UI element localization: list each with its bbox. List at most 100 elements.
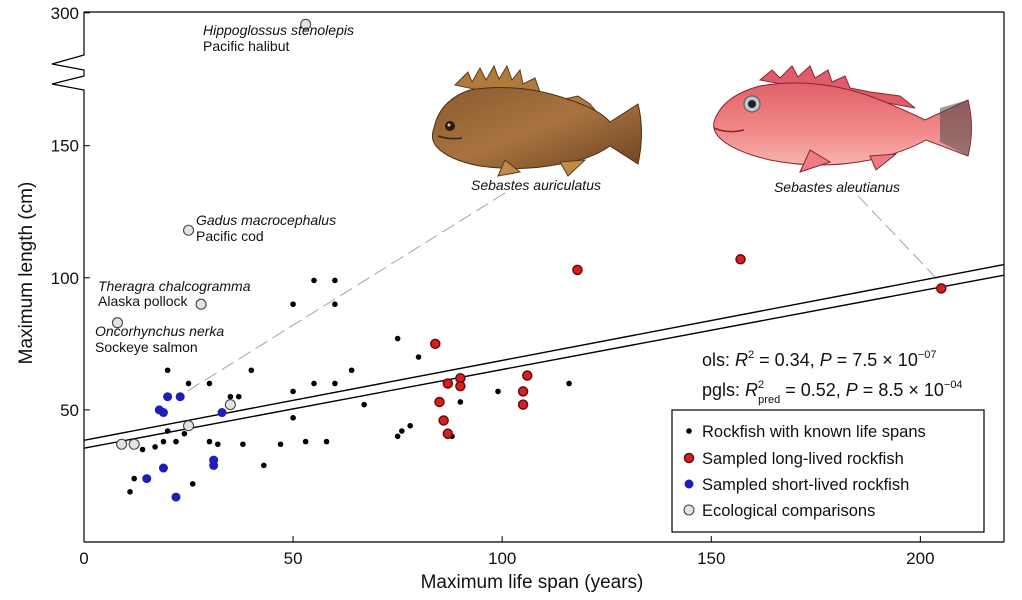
point-series-0 <box>290 301 296 308</box>
annotation-halibut-scientific: Hippoglossus stenolepis <box>203 22 354 38</box>
point-series-1 <box>517 399 529 410</box>
plot-frame <box>51 11 1005 543</box>
point-series-0 <box>394 433 401 440</box>
point-series-3 <box>182 420 195 432</box>
point-series-3 <box>111 317 124 329</box>
regression-line-ols <box>83 274 1005 449</box>
point-series-0 <box>348 367 355 374</box>
point-series-0 <box>160 438 167 445</box>
stats-ols-p: 7.5 <box>852 350 877 370</box>
stats-pgls-p: 8.5 <box>878 380 903 400</box>
point-series-2 <box>171 492 181 502</box>
point-series-2 <box>163 392 173 402</box>
annotation-salmon-scientific: Oncorhynchus nerka <box>95 323 224 339</box>
legend-label-short: Sampled short-lived rockfish <box>702 476 909 494</box>
legend: Rockfish with known life spans Sampled l… <box>671 409 985 533</box>
point-series-0 <box>185 380 192 387</box>
stats-pgls: pgls: R2 pred = 0.52, P = 8.5 × 10−04 <box>702 379 963 406</box>
stats-ols: ols: R2 = 0.34, P = 7.5 × 10−07 <box>702 349 937 370</box>
annotation-pollock-common: Alaska pollock <box>98 293 188 309</box>
annotation-pollock-scientific: Theragra chalcogramma <box>98 278 251 294</box>
point-series-1 <box>430 338 441 350</box>
svg-text:ols: R2 = 0.34, P = 7.5: ols: R2 = 0.34, P = 7.5 × 10−07 <box>702 349 937 370</box>
point-series-0 <box>332 277 338 284</box>
y-tick-label: 50 <box>60 401 79 420</box>
fish-caption-aleutianus: Sebastes aleutianus <box>774 179 900 195</box>
point-series-0 <box>127 489 133 495</box>
regression-line-pgls <box>83 263 1005 441</box>
point-series-1 <box>442 378 454 389</box>
point-series-1 <box>735 254 746 265</box>
point-series-2 <box>158 408 168 418</box>
legend-marker-short <box>684 479 694 489</box>
point-series-3 <box>195 298 207 310</box>
y-tick-label: 300 <box>51 4 79 23</box>
point-series-1 <box>438 415 449 426</box>
point-series-1 <box>517 386 529 397</box>
point-series-0 <box>302 438 309 445</box>
stats-pgls-r2: 0.52 <box>801 380 836 400</box>
point-series-2 <box>175 392 185 402</box>
point-series-0 <box>189 481 196 487</box>
point-series-0 <box>206 380 213 387</box>
point-series-0 <box>261 462 267 469</box>
y-tick-label: 100 <box>51 269 79 288</box>
point-series-0 <box>399 428 405 434</box>
point-series-0 <box>311 380 317 387</box>
x-axis-ticks: 0 50 100 150 200 <box>79 536 935 568</box>
fish-caption-auriculatus: Sebastes auriculatus <box>471 177 601 193</box>
point-series-3 <box>128 438 140 450</box>
point-series-0 <box>457 399 464 405</box>
point-series-0 <box>495 388 501 395</box>
point-series-1 <box>572 264 583 276</box>
point-series-0 <box>131 475 137 482</box>
point-series-0 <box>361 401 367 408</box>
y-axis-title: Maximum length (cm) <box>16 182 37 365</box>
legend-label-long: Sampled long-lived rockfish <box>702 450 904 468</box>
legend-label-known: Rockfish with known life spans <box>702 423 926 441</box>
stats-pgls-exp: −04 <box>944 379 963 391</box>
data-points <box>111 18 947 502</box>
point-series-1 <box>522 370 533 381</box>
x-axis-title: Maximum life span (years) <box>421 572 644 593</box>
point-series-0 <box>235 393 242 400</box>
point-series-2 <box>217 408 227 418</box>
point-series-0 <box>206 438 213 445</box>
sebastes-aleutianus-image <box>713 65 972 173</box>
point-series-3 <box>182 224 195 236</box>
point-series-2 <box>209 455 219 465</box>
point-series-2 <box>158 463 168 473</box>
point-series-0 <box>181 430 188 437</box>
point-series-0 <box>290 388 296 395</box>
legend-marker-eco <box>683 504 695 516</box>
point-series-0 <box>215 441 221 448</box>
legend-marker-known <box>686 428 692 434</box>
x-tick-label: 200 <box>906 549 934 568</box>
point-series-0 <box>173 438 179 445</box>
point-series-0 <box>566 380 572 387</box>
leader-line-aleutianus <box>857 195 939 281</box>
point-series-0 <box>164 367 171 374</box>
point-series-0 <box>332 380 338 387</box>
point-series-0 <box>248 367 255 374</box>
point-series-0 <box>311 277 317 284</box>
point-series-0 <box>290 415 296 421</box>
regression-lines <box>83 263 1005 449</box>
y-tick-label: 150 <box>51 137 79 156</box>
point-series-0 <box>152 444 158 450</box>
point-series-3 <box>224 399 236 411</box>
leader-line-auriculatus <box>177 192 506 398</box>
x-tick-label: 50 <box>284 549 303 568</box>
point-series-1 <box>434 396 445 408</box>
point-series-0 <box>227 393 234 400</box>
point-series-0 <box>394 335 401 342</box>
point-series-2 <box>142 474 152 484</box>
sebastes-auriculatus-image <box>431 64 642 177</box>
point-series-3 <box>116 438 128 450</box>
stats-ols-exp: −07 <box>918 349 937 361</box>
point-series-3 <box>300 18 312 30</box>
point-series-0 <box>415 354 422 360</box>
y-axis-break <box>51 12 85 542</box>
